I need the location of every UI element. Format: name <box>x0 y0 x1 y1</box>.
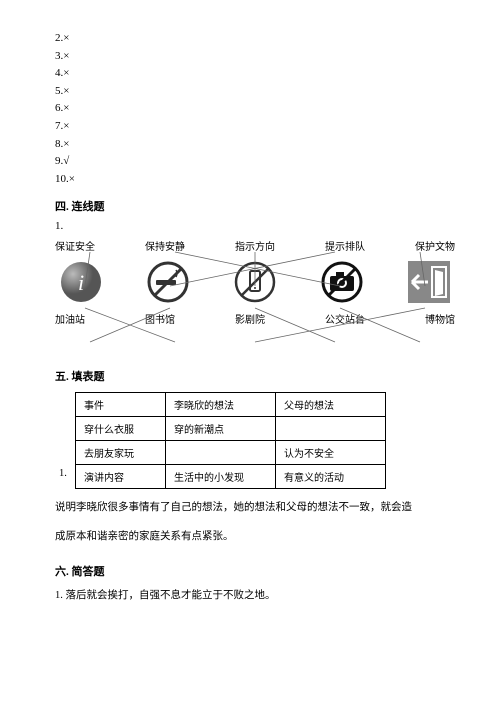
answers-list: 2.× 3.× 4.× 5.× 6.× 7.× 8.× 9.√ 10.× <box>55 30 455 188</box>
answer-item: 10.× <box>55 171 455 189</box>
table-wrap: 1. 事件 李晓欣的想法 父母的想法 穿什么衣服 穿的新潮点 去朋友家玩 认为不… <box>55 392 455 489</box>
icon-row: i <box>55 261 455 303</box>
q4-num: 1. <box>55 220 455 232</box>
table-cell: 李晓欣的想法 <box>166 393 276 417</box>
bot-label: 影剧院 <box>235 311 265 326</box>
table-cell: 认为不安全 <box>276 441 386 465</box>
answer-item: 6.× <box>55 100 455 118</box>
table-cell: 生活中的小发现 <box>166 465 276 489</box>
explain-p2: 成原本和谐亲密的家庭关系有点紧张。 <box>55 526 455 547</box>
no-smoking-icon <box>147 261 189 303</box>
table-row: 事件 李晓欣的想法 父母的想法 <box>76 393 386 417</box>
table-row: 穿什么衣服 穿的新潮点 <box>76 417 386 441</box>
q6-1: 1. 落后就会挨打，自强不息才能立于不败之地。 <box>55 585 455 606</box>
top-labels: 保证安全 保持安静 指示方向 提示排队 保护文物 <box>55 238 455 253</box>
section4-header: 四. 连线题 <box>55 198 455 214</box>
top-label: 保护文物 <box>415 238 455 253</box>
table-cell <box>276 417 386 441</box>
answer-item: 9.√ <box>55 153 455 171</box>
table-row: 去朋友家玩 认为不安全 <box>76 441 386 465</box>
section6-header: 六. 简答题 <box>55 563 455 579</box>
svg-text:i: i <box>78 270 84 295</box>
table-cell: 父母的想法 <box>276 393 386 417</box>
no-phone-icon <box>234 261 276 303</box>
table-cell: 演讲内容 <box>76 465 166 489</box>
bottom-labels: 加油站 图书馆 影剧院 公交站台 博物馆 <box>55 311 455 326</box>
fill-table: 事件 李晓欣的想法 父母的想法 穿什么衣服 穿的新潮点 去朋友家玩 认为不安全 … <box>75 392 386 489</box>
bot-label: 博物馆 <box>425 311 455 326</box>
answer-item: 5.× <box>55 83 455 101</box>
top-label: 指示方向 <box>235 238 275 253</box>
answer-item: 2.× <box>55 30 455 48</box>
section5-header: 五. 填表题 <box>55 368 455 384</box>
answer-item: 3.× <box>55 48 455 66</box>
table-cell: 有意义的活动 <box>276 465 386 489</box>
matching-diagram: 保证安全 保持安静 指示方向 提示排队 保护文物 i <box>55 238 455 358</box>
top-label: 提示排队 <box>325 238 365 253</box>
exit-icon <box>408 261 450 303</box>
answer-item: 8.× <box>55 136 455 154</box>
bot-label: 加油站 <box>55 311 85 326</box>
bot-label: 公交站台 <box>325 311 365 326</box>
no-camera-icon <box>321 261 363 303</box>
table-cell: 穿的新潮点 <box>166 417 276 441</box>
explain-p1: 说明李晓欣很多事情有了自己的想法，她的想法和父母的想法不一致，就会造 <box>55 497 455 518</box>
table-cell: 去朋友家玩 <box>76 441 166 465</box>
table-cell <box>166 441 276 465</box>
table-qnum: 1. <box>59 468 67 479</box>
info-icon: i <box>60 261 102 303</box>
table-cell: 穿什么衣服 <box>76 417 166 441</box>
table-cell: 事件 <box>76 393 166 417</box>
answer-item: 4.× <box>55 65 455 83</box>
bot-label: 图书馆 <box>145 311 175 326</box>
top-label: 保证安全 <box>55 238 95 253</box>
answer-item: 7.× <box>55 118 455 136</box>
table-row: 演讲内容 生活中的小发现 有意义的活动 <box>76 465 386 489</box>
top-label: 保持安静 <box>145 238 185 253</box>
